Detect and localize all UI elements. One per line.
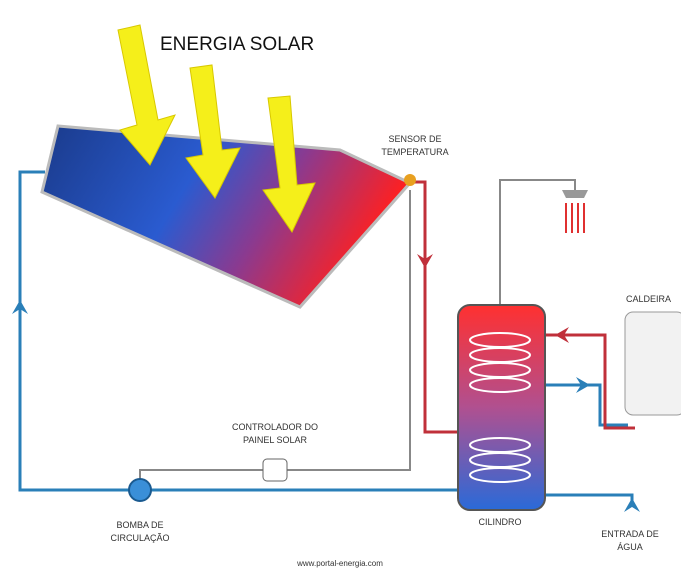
- footer: www.portal-energia.com: [296, 559, 383, 568]
- pump: [128, 478, 152, 502]
- controller: [262, 458, 288, 482]
- label: ENTRADA DE: [601, 529, 659, 539]
- cylinder: [457, 304, 546, 511]
- coils: [469, 332, 531, 483]
- sensor: [404, 174, 416, 186]
- title: ENERGIA SOLAR: [160, 34, 314, 55]
- label: PAINEL SOLAR: [243, 435, 308, 445]
- label: ÁGUA: [617, 542, 643, 552]
- label: SENSOR DE: [388, 134, 441, 144]
- shower-drops: [565, 203, 585, 233]
- flow-arrows: [12, 300, 640, 512]
- label: CIRCULAÇÃO: [110, 533, 169, 543]
- shower-head: [562, 190, 588, 198]
- label: BOMBA DE: [116, 520, 163, 530]
- label: CALDEIRA: [626, 294, 671, 304]
- label: TEMPERATURA: [381, 147, 448, 157]
- boiler: [624, 311, 681, 416]
- sun-rays: [117, 24, 316, 234]
- pipes: [18, 170, 635, 505]
- hot-arrows: [417, 254, 569, 343]
- label: CONTROLADOR DO: [232, 422, 318, 432]
- label: CILINDRO: [478, 517, 521, 527]
